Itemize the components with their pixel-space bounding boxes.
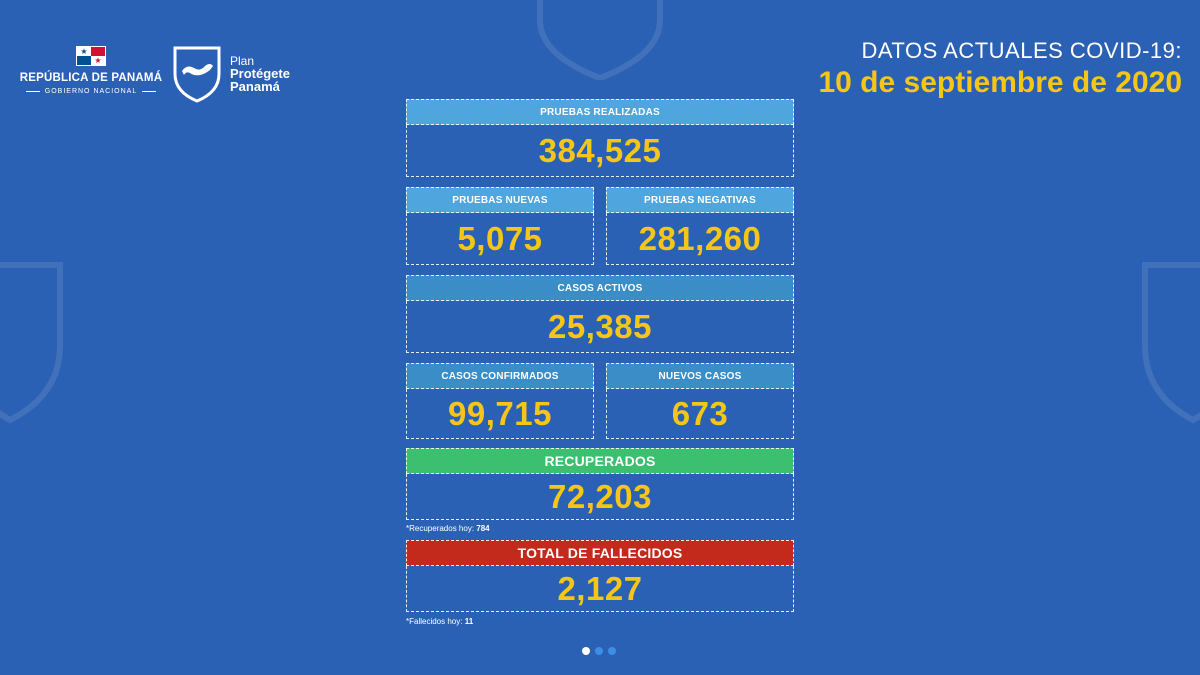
stat-casos-confirmados: CASOS CONFIRMADOS 99,715 <box>406 363 594 439</box>
background-shield-right <box>1135 255 1200 425</box>
stat-value: 99,715 <box>406 389 594 439</box>
stat-value: 281,260 <box>606 213 794 265</box>
panama-flag-icon: ★ ★ <box>76 46 106 66</box>
stat-label: PRUEBAS NUEVAS <box>406 187 594 213</box>
stat-label: CASOS CONFIRMADOS <box>406 363 594 389</box>
recuperados-note: *Recuperados hoy: 784 <box>406 524 490 533</box>
stat-value: 673 <box>606 389 794 439</box>
carousel-dot-2[interactable] <box>595 647 603 655</box>
plan-line-2: Panamá <box>230 79 280 94</box>
government-logo: ★ ★ REPÚBLICA DE PANAMÁ GOBIERNO NACIONA… <box>18 46 164 95</box>
government-subtitle: GOBIERNO NACIONAL <box>44 88 138 95</box>
stat-label: RECUPERADOS <box>406 448 794 474</box>
stat-value: 384,525 <box>406 125 794 177</box>
stat-nuevos-casos: NUEVOS CASOS 673 <box>606 363 794 439</box>
plan-protegete-logo: Plan Protégete Panamá <box>172 44 290 104</box>
plan-line-1: Protégete <box>230 66 290 81</box>
stat-label: NUEVOS CASOS <box>606 363 794 389</box>
shield-icon <box>173 46 221 103</box>
carousel-dot-1[interactable] <box>582 647 590 655</box>
stat-label: PRUEBAS REALIZADAS <box>406 99 794 125</box>
stat-recuperados: RECUPERADOS 72,203 <box>406 448 794 520</box>
stat-pruebas-negativas: PRUEBAS NEGATIVAS 281,260 <box>606 187 794 265</box>
stat-label: CASOS ACTIVOS <box>406 275 794 301</box>
stat-value: 5,075 <box>406 213 594 265</box>
page-date: 10 de septiembre de 2020 <box>818 66 1182 99</box>
stat-value: 72,203 <box>406 474 794 520</box>
stat-value: 25,385 <box>406 301 794 353</box>
page-title: DATOS ACTUALES COVID-19: <box>861 38 1182 63</box>
plan-small-text: Plan <box>230 54 255 68</box>
stat-label: PRUEBAS NEGATIVAS <box>606 187 794 213</box>
carousel-dot-3[interactable] <box>608 647 616 655</box>
fallecidos-note: *Fallecidos hoy: 11 <box>406 617 474 626</box>
stat-pruebas-nuevas: PRUEBAS NUEVAS 5,075 <box>406 187 594 265</box>
stat-pruebas-realizadas: PRUEBAS REALIZADAS 384,525 <box>406 99 794 177</box>
stat-label: TOTAL DE FALLECIDOS <box>406 540 794 566</box>
stat-value: 2,127 <box>406 566 794 612</box>
header-right: DATOS ACTUALES COVID-19: 10 de septiembr… <box>818 38 1182 100</box>
background-shield-top <box>535 0 665 80</box>
background-shield-left <box>0 255 70 425</box>
stat-casos-activos: CASOS ACTIVOS 25,385 <box>406 275 794 353</box>
stat-fallecidos: TOTAL DE FALLECIDOS 2,127 <box>406 540 794 612</box>
government-title: REPÚBLICA DE PANAMÁ <box>19 72 163 84</box>
carousel-dots <box>582 647 616 655</box>
